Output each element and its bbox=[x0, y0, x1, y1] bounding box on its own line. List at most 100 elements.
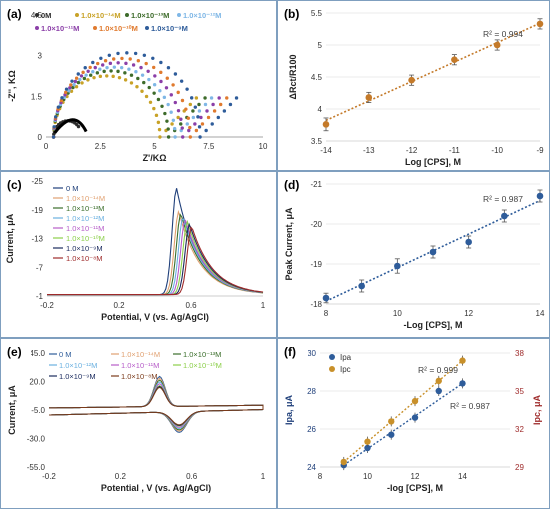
nyquist-tail-point bbox=[218, 102, 223, 107]
nyquist-point bbox=[140, 73, 145, 77]
nyquist-tail-point bbox=[210, 122, 214, 126]
legend-marker bbox=[329, 354, 335, 360]
x-tick-label: 0.6 bbox=[185, 301, 197, 310]
nyquist-point bbox=[152, 83, 157, 87]
nyquist-point bbox=[89, 73, 93, 77]
x-axis-label: Potential , V (vs. Ag/AgCl) bbox=[101, 483, 211, 493]
nyquist-point bbox=[176, 90, 180, 95]
data-point bbox=[322, 121, 330, 128]
panel-label-box bbox=[282, 343, 308, 359]
nyquist-point bbox=[123, 78, 128, 82]
dpv-chart: -0.2 0.2 0.6 1 -25 -19 -13 -7 -1 Potential, V (vs… bbox=[5, 176, 266, 322]
nyquist-tail-point bbox=[191, 109, 195, 113]
panel-label-box bbox=[5, 343, 31, 359]
nyquist-point bbox=[179, 117, 183, 121]
nyquist-point bbox=[95, 71, 100, 75]
nyquist-point bbox=[185, 87, 189, 91]
nyquist-point bbox=[158, 88, 162, 93]
nyquist-point bbox=[91, 60, 95, 65]
dpv-curve bbox=[47, 226, 264, 296]
nyquist-tail-point bbox=[212, 109, 217, 113]
nyquist-point bbox=[98, 67, 102, 71]
nyquist-point bbox=[120, 56, 124, 61]
legend-marker bbox=[177, 13, 181, 17]
y-axis-label: Current, μA bbox=[7, 385, 17, 435]
nyquist-point bbox=[142, 53, 147, 57]
legend-label: 0 M bbox=[66, 184, 79, 193]
y-tick-label: 3 bbox=[38, 52, 43, 61]
nyquist-point bbox=[117, 75, 122, 80]
y-right-tick-label: 32 bbox=[515, 425, 524, 434]
y-tick-label: 5.5 bbox=[311, 9, 323, 18]
legend-label: 1.0×10⁻¹⁴M bbox=[66, 194, 105, 203]
nyquist-tail-point bbox=[204, 128, 208, 133]
data-point bbox=[408, 76, 415, 84]
nyquist-point bbox=[119, 65, 124, 70]
nyquist-point bbox=[96, 61, 100, 66]
legend-label: 1.0×10⁻¹⁰M bbox=[66, 234, 105, 243]
r-squared-annotation-ipc: R² = 0.999 bbox=[418, 365, 458, 375]
legend-marker bbox=[75, 13, 79, 17]
legend-marker bbox=[35, 26, 39, 30]
data-point bbox=[358, 282, 365, 290]
y-tick-label: -19 bbox=[310, 260, 322, 269]
nyquist-tail-point bbox=[176, 115, 180, 120]
x-tick-label: -0.2 bbox=[42, 472, 56, 481]
x-tick-label: 0.2 bbox=[113, 301, 125, 310]
nyquist-point bbox=[88, 65, 92, 70]
data-point bbox=[394, 262, 401, 270]
nyquist-point bbox=[156, 120, 161, 125]
nyquist-point bbox=[165, 76, 169, 80]
nyquist-point bbox=[142, 80, 146, 85]
legend-marker bbox=[93, 26, 97, 30]
nyquist-point bbox=[171, 83, 175, 87]
nyquist-tail-point bbox=[187, 128, 191, 133]
legend-marker bbox=[145, 26, 149, 30]
panel-label-box bbox=[282, 5, 308, 21]
nyquist-tail-point bbox=[179, 122, 183, 126]
nyquist-tail-point bbox=[211, 102, 215, 107]
nyquist-point bbox=[176, 108, 181, 113]
x-tick-label: 14 bbox=[458, 472, 467, 481]
data-point bbox=[365, 94, 373, 101]
legend-marker bbox=[35, 13, 39, 17]
x-tick-label: 1 bbox=[261, 301, 266, 310]
panel-d: 8 10 12 14 -18 -19 -20 -21 -Log [CPS], M Peak Cur… bbox=[277, 171, 550, 338]
nyquist-point bbox=[159, 79, 163, 84]
data-point bbox=[340, 458, 347, 466]
data-point bbox=[388, 431, 395, 438]
nyquist-point bbox=[158, 135, 162, 139]
nyquist-point bbox=[105, 74, 109, 78]
nyquist-tail-point bbox=[194, 128, 199, 133]
legend-label: 1.0×10⁻⁹M bbox=[59, 372, 96, 381]
x-tick-label: -14 bbox=[320, 146, 332, 155]
nyquist-point bbox=[171, 118, 176, 122]
nyquist-point bbox=[135, 85, 139, 89]
nyquist-point bbox=[73, 79, 78, 84]
nyquist-tail-point bbox=[185, 122, 189, 126]
data-point bbox=[536, 192, 544, 200]
nyquist-point bbox=[108, 61, 113, 66]
x-tick-label: 8 bbox=[324, 309, 329, 318]
data-point bbox=[411, 414, 419, 421]
nyquist-tail-point bbox=[200, 122, 205, 126]
bare-electrode-arc bbox=[53, 118, 88, 134]
y-axis-label: ΔRct/R100 bbox=[288, 55, 298, 100]
data-point bbox=[364, 438, 371, 445]
data-point bbox=[459, 380, 466, 387]
nyquist-point bbox=[147, 77, 151, 82]
nyquist-tail-point bbox=[209, 96, 214, 100]
legend-label: 0M bbox=[41, 11, 51, 20]
panel-label: (f) bbox=[284, 345, 296, 359]
x-axis-label: Potential, V (vs. Ag/AgCl) bbox=[101, 312, 209, 322]
r-squared-annotation-ipa: R² = 0.987 bbox=[450, 401, 490, 411]
nyquist-point bbox=[64, 87, 69, 91]
nyquist-point bbox=[99, 56, 103, 60]
x-tick-label: 0.6 bbox=[186, 472, 198, 481]
nyquist-point bbox=[159, 60, 163, 65]
legend-label: 1.0×10⁻¹²M bbox=[59, 361, 97, 370]
legend-label: 1.0×10⁻⁹M bbox=[66, 244, 103, 253]
nyquist-point bbox=[83, 66, 87, 70]
data-point bbox=[364, 444, 371, 452]
